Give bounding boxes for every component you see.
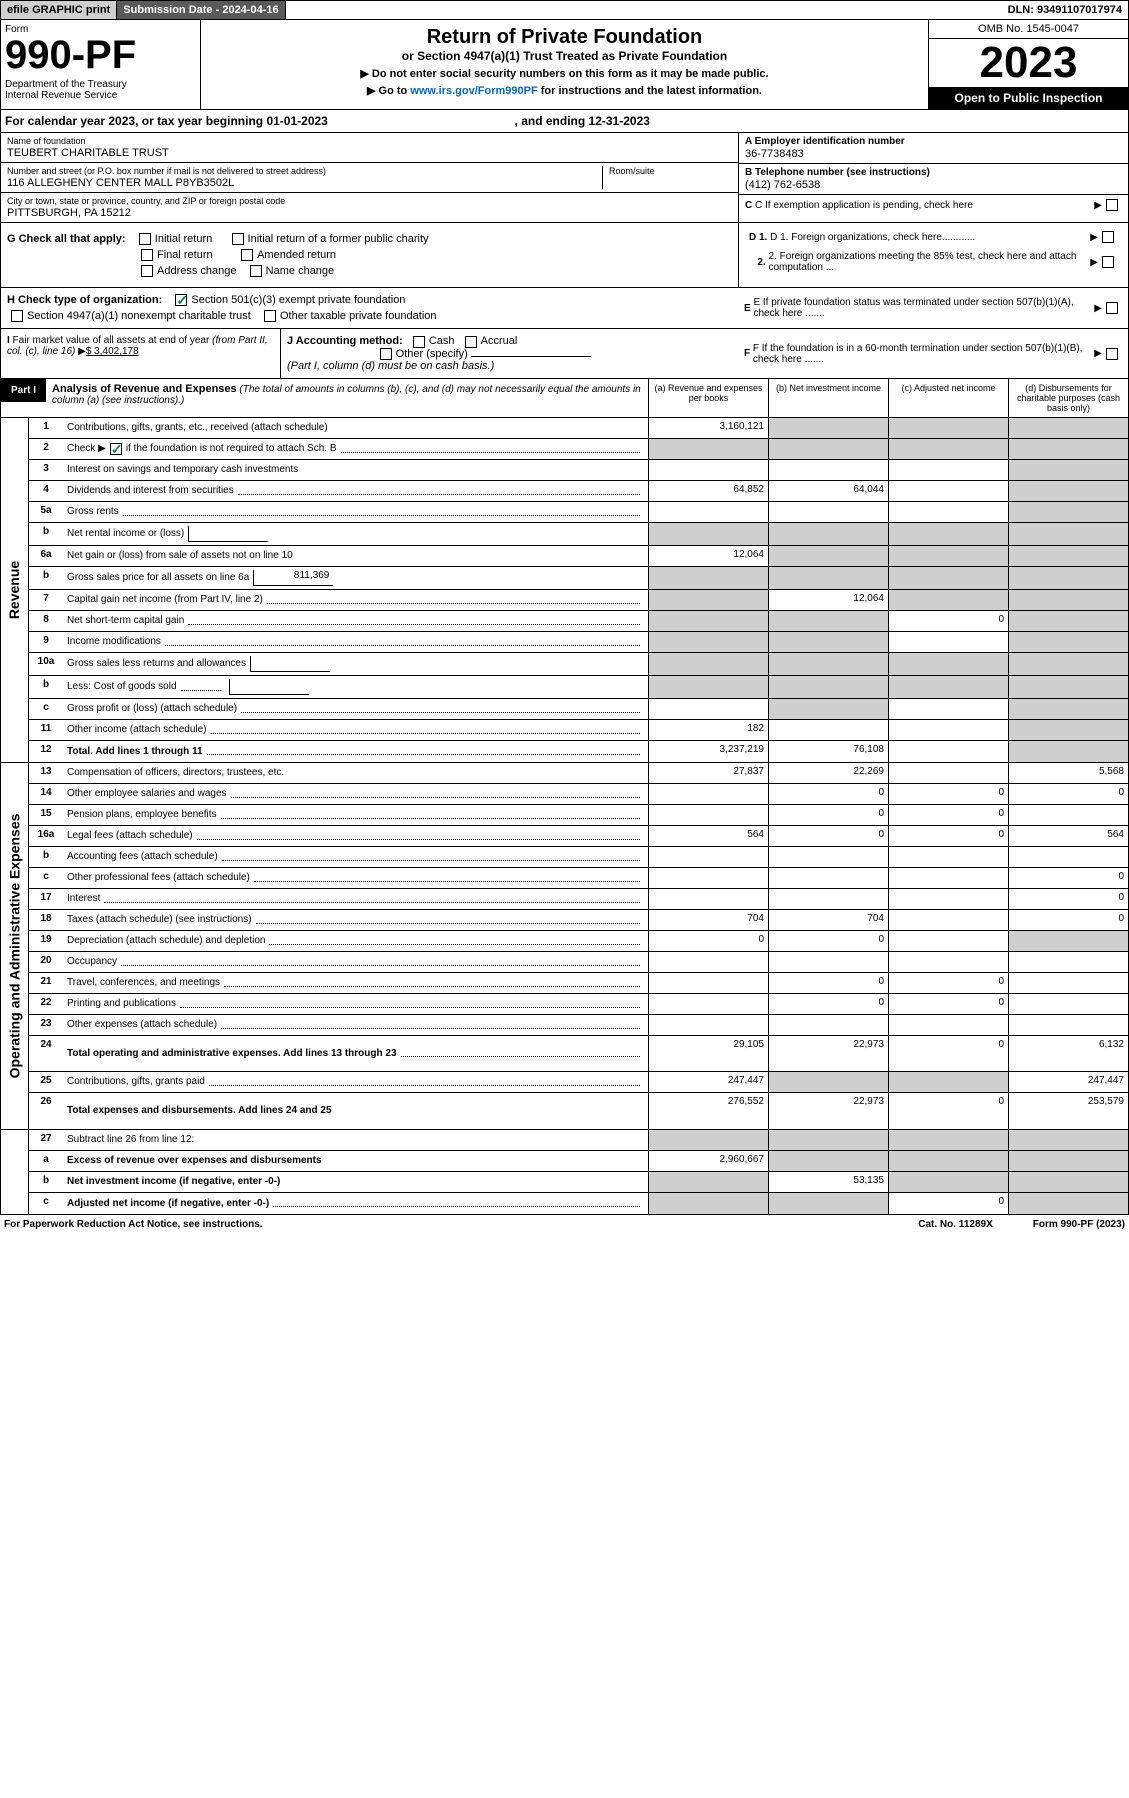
irs-link[interactable]: www.irs.gov/Form990PF [410, 85, 537, 97]
chk-4947[interactable] [11, 310, 23, 322]
chk-schb[interactable] [110, 443, 122, 455]
col-d-hdr: (d) Disbursements for charitable purpose… [1008, 379, 1128, 417]
subtract-table: 27Subtract line 26 from line 12: aExcess… [0, 1130, 1129, 1215]
section-g: G Check all that apply: Initial return I… [0, 223, 1129, 288]
col-c-hdr: (c) Adjusted net income [888, 379, 1008, 417]
top-bar: efile GRAPHIC print Submission Date - 20… [0, 0, 1129, 20]
j-label: J Accounting method: [287, 335, 403, 347]
address: 116 ALLEGHENY CENTER MALL P8YB3502L [7, 177, 602, 189]
checkbox-c[interactable] [1106, 199, 1118, 211]
h-label: H Check type of organization: [7, 294, 162, 306]
expenses-table: Operating and Administrative Expenses 13… [0, 763, 1129, 1130]
chk-final[interactable] [141, 249, 153, 261]
footer: For Paperwork Reduction Act Notice, see … [0, 1215, 1129, 1234]
note-link: ▶ Go to www.irs.gov/Form990PF for instru… [207, 84, 922, 97]
efile-label: efile GRAPHIC print [1, 1, 117, 19]
name-label: Name of foundation [7, 136, 732, 146]
tel-label: B Telephone number (see instructions) [745, 167, 1122, 178]
revenue-table: Revenue 1Contributions, gifts, grants, e… [0, 418, 1129, 763]
fmv-value: $ 3,402,178 [86, 346, 139, 357]
city: PITTSBURGH, PA 15212 [7, 207, 732, 219]
chk-initial[interactable] [139, 233, 151, 245]
room-label: Room/suite [609, 166, 732, 176]
department: Department of the Treasury Internal Reve… [5, 79, 196, 101]
section-ij: I Fair market value of all assets at end… [0, 329, 1129, 378]
col-a-hdr: (a) Revenue and expenses per books [648, 379, 768, 417]
revenue-side: Revenue [7, 560, 23, 618]
chk-other-tax[interactable] [264, 310, 276, 322]
expenses-side: Operating and Administrative Expenses [7, 813, 23, 1078]
chk-501c3[interactable] [175, 294, 187, 306]
check-d2: 2. 2. Foreign organizations meeting the … [743, 247, 1124, 277]
col-b-hdr: (b) Net investment income [768, 379, 888, 417]
form-ref: Form 990-PF (2023) [1033, 1219, 1125, 1230]
submission-date: Submission Date - 2024-04-16 [117, 1, 285, 19]
ein: 36-7738483 [745, 148, 1122, 160]
part1-header: Part I Analysis of Revenue and Expenses … [0, 379, 1129, 418]
paperwork-notice: For Paperwork Reduction Act Notice, see … [4, 1219, 263, 1230]
g-label: G Check all that apply: [7, 233, 126, 245]
calendar-year-row: For calendar year 2023, or tax year begi… [0, 110, 1129, 133]
open-public: Open to Public Inspection [929, 87, 1128, 109]
telephone: (412) 762-6538 [745, 179, 1122, 191]
dln: DLN: 93491107017974 [1002, 1, 1128, 19]
form-header: Form 990-PF Department of the Treasury I… [0, 20, 1129, 110]
chk-initial-former[interactable] [232, 233, 244, 245]
check-e: E E If private foundation status was ter… [738, 288, 1128, 328]
chk-cash[interactable] [413, 336, 425, 348]
check-c: C C If exemption application is pending,… [739, 195, 1128, 215]
city-label: City or town, state or province, country… [7, 196, 732, 206]
check-f: F F If the foundation is in a 60-month t… [738, 329, 1128, 377]
form-number: 990-PF [5, 35, 196, 75]
addr-label: Number and street (or P.O. box number if… [7, 166, 602, 176]
cat-no: Cat. No. 11289X [918, 1219, 992, 1230]
ein-label: A Employer identification number [745, 136, 1122, 147]
chk-name[interactable] [250, 265, 262, 277]
part1-tag: Part I [1, 379, 46, 402]
j-note: (Part I, column (d) must be on cash basi… [287, 360, 494, 372]
tax-year: 2023 [929, 39, 1128, 87]
omb: OMB No. 1545-0047 [929, 20, 1128, 39]
chk-address[interactable] [141, 265, 153, 277]
chk-amended[interactable] [241, 249, 253, 261]
form-title: Return of Private Foundation [207, 26, 922, 49]
info-block: Name of foundation TEUBERT CHARITABLE TR… [0, 133, 1129, 223]
chk-accrual[interactable] [465, 336, 477, 348]
section-h: H Check type of organization: Section 50… [0, 288, 1129, 329]
form-subtitle: or Section 4947(a)(1) Trust Treated as P… [207, 49, 922, 63]
foundation-name: TEUBERT CHARITABLE TRUST [7, 147, 732, 159]
chk-other-acct[interactable] [380, 348, 392, 360]
check-d1: D 1. D 1. Foreign organizations, check h… [743, 227, 1124, 247]
note-ssn: ▶ Do not enter social security numbers o… [207, 67, 922, 80]
